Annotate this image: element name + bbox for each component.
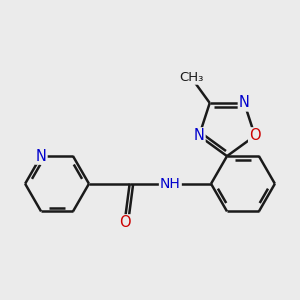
- Text: O: O: [119, 215, 130, 230]
- Text: N: N: [36, 148, 46, 164]
- Text: N: N: [239, 95, 250, 110]
- Text: N: N: [194, 128, 205, 143]
- Text: CH₃: CH₃: [179, 71, 203, 84]
- Text: O: O: [249, 128, 261, 143]
- Text: NH: NH: [160, 177, 181, 191]
